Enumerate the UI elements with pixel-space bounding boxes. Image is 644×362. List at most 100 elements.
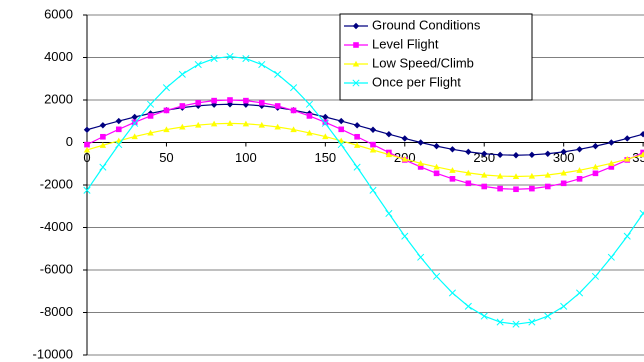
marker	[401, 155, 408, 162]
y-tick-label: 2000	[44, 91, 73, 106]
marker	[194, 60, 202, 69]
marker	[352, 60, 360, 67]
y-tick-label: -10000	[33, 346, 73, 361]
marker	[465, 148, 472, 156]
marker	[528, 151, 536, 159]
marker	[210, 101, 218, 108]
marker	[512, 152, 520, 159]
marker	[544, 150, 551, 157]
marker	[433, 163, 440, 170]
marker	[99, 142, 107, 148]
marker	[497, 185, 503, 192]
marker	[592, 170, 599, 177]
marker	[354, 133, 360, 140]
marker	[624, 155, 631, 162]
y-tick-label: 0	[66, 134, 73, 149]
x-tick-label: 100	[235, 150, 257, 165]
marker	[592, 163, 599, 170]
legend-box	[339, 13, 533, 101]
marker	[195, 121, 202, 128]
marker	[242, 55, 250, 63]
y-tick-label: 6000	[44, 6, 73, 21]
marker	[163, 126, 170, 133]
marker	[147, 113, 154, 119]
marker	[258, 121, 265, 128]
marker	[352, 22, 360, 30]
marker	[163, 107, 170, 114]
legend-label: Once per Flight	[372, 74, 461, 89]
marker	[131, 133, 138, 140]
marker	[576, 146, 583, 153]
marker	[481, 171, 488, 178]
marker	[242, 101, 250, 108]
marker	[529, 185, 535, 192]
marker	[179, 123, 186, 130]
marker	[337, 141, 345, 149]
marker	[433, 170, 440, 177]
marker	[608, 139, 615, 146]
marker	[179, 103, 186, 109]
marker	[401, 232, 409, 240]
marker	[353, 163, 361, 171]
marker	[353, 142, 361, 148]
marker	[338, 117, 345, 125]
marker	[226, 120, 234, 126]
legend-label: Level Flight	[372, 36, 439, 51]
marker	[226, 52, 234, 60]
x-tick-label: 0	[83, 150, 90, 165]
marker	[195, 99, 202, 106]
marker	[464, 302, 472, 310]
series-line	[86, 99, 644, 190]
marker	[370, 141, 376, 148]
legend-label: Low Speed/Climb	[372, 55, 474, 70]
marker	[210, 55, 218, 63]
marker	[322, 113, 329, 121]
marker	[306, 113, 313, 119]
marker	[226, 101, 234, 108]
marker	[608, 160, 615, 166]
marker	[639, 209, 644, 218]
y-tick-label: -2000	[40, 176, 73, 191]
marker	[496, 151, 504, 159]
marker	[274, 123, 281, 130]
x-tick-label: 150	[314, 150, 336, 165]
marker	[433, 272, 441, 280]
marker	[305, 100, 313, 108]
x-tick-label: 50	[159, 150, 173, 165]
marker	[243, 97, 249, 104]
marker	[84, 141, 90, 148]
marker	[401, 135, 408, 142]
marker	[449, 176, 456, 182]
marker	[385, 209, 393, 218]
marker	[131, 119, 139, 127]
marker	[258, 60, 266, 69]
marker	[100, 133, 106, 140]
marker	[83, 146, 91, 153]
marker	[528, 318, 536, 326]
marker	[528, 172, 536, 179]
marker	[369, 146, 377, 153]
marker	[290, 84, 298, 92]
marker	[576, 167, 583, 173]
marker	[560, 169, 567, 176]
y-tick-label: -8000	[40, 304, 73, 319]
marker	[321, 119, 329, 127]
marker	[99, 163, 107, 171]
marker	[162, 84, 170, 92]
marker	[544, 312, 552, 320]
marker	[83, 126, 91, 133]
marker	[385, 131, 393, 138]
marker	[481, 150, 488, 157]
marker	[512, 320, 520, 328]
marker	[210, 120, 218, 127]
marker	[544, 171, 551, 178]
marker	[178, 70, 186, 78]
marker	[274, 103, 281, 109]
marker	[385, 151, 393, 158]
marker	[449, 146, 456, 153]
marker	[274, 70, 282, 78]
marker	[83, 186, 91, 194]
marker	[352, 79, 360, 87]
